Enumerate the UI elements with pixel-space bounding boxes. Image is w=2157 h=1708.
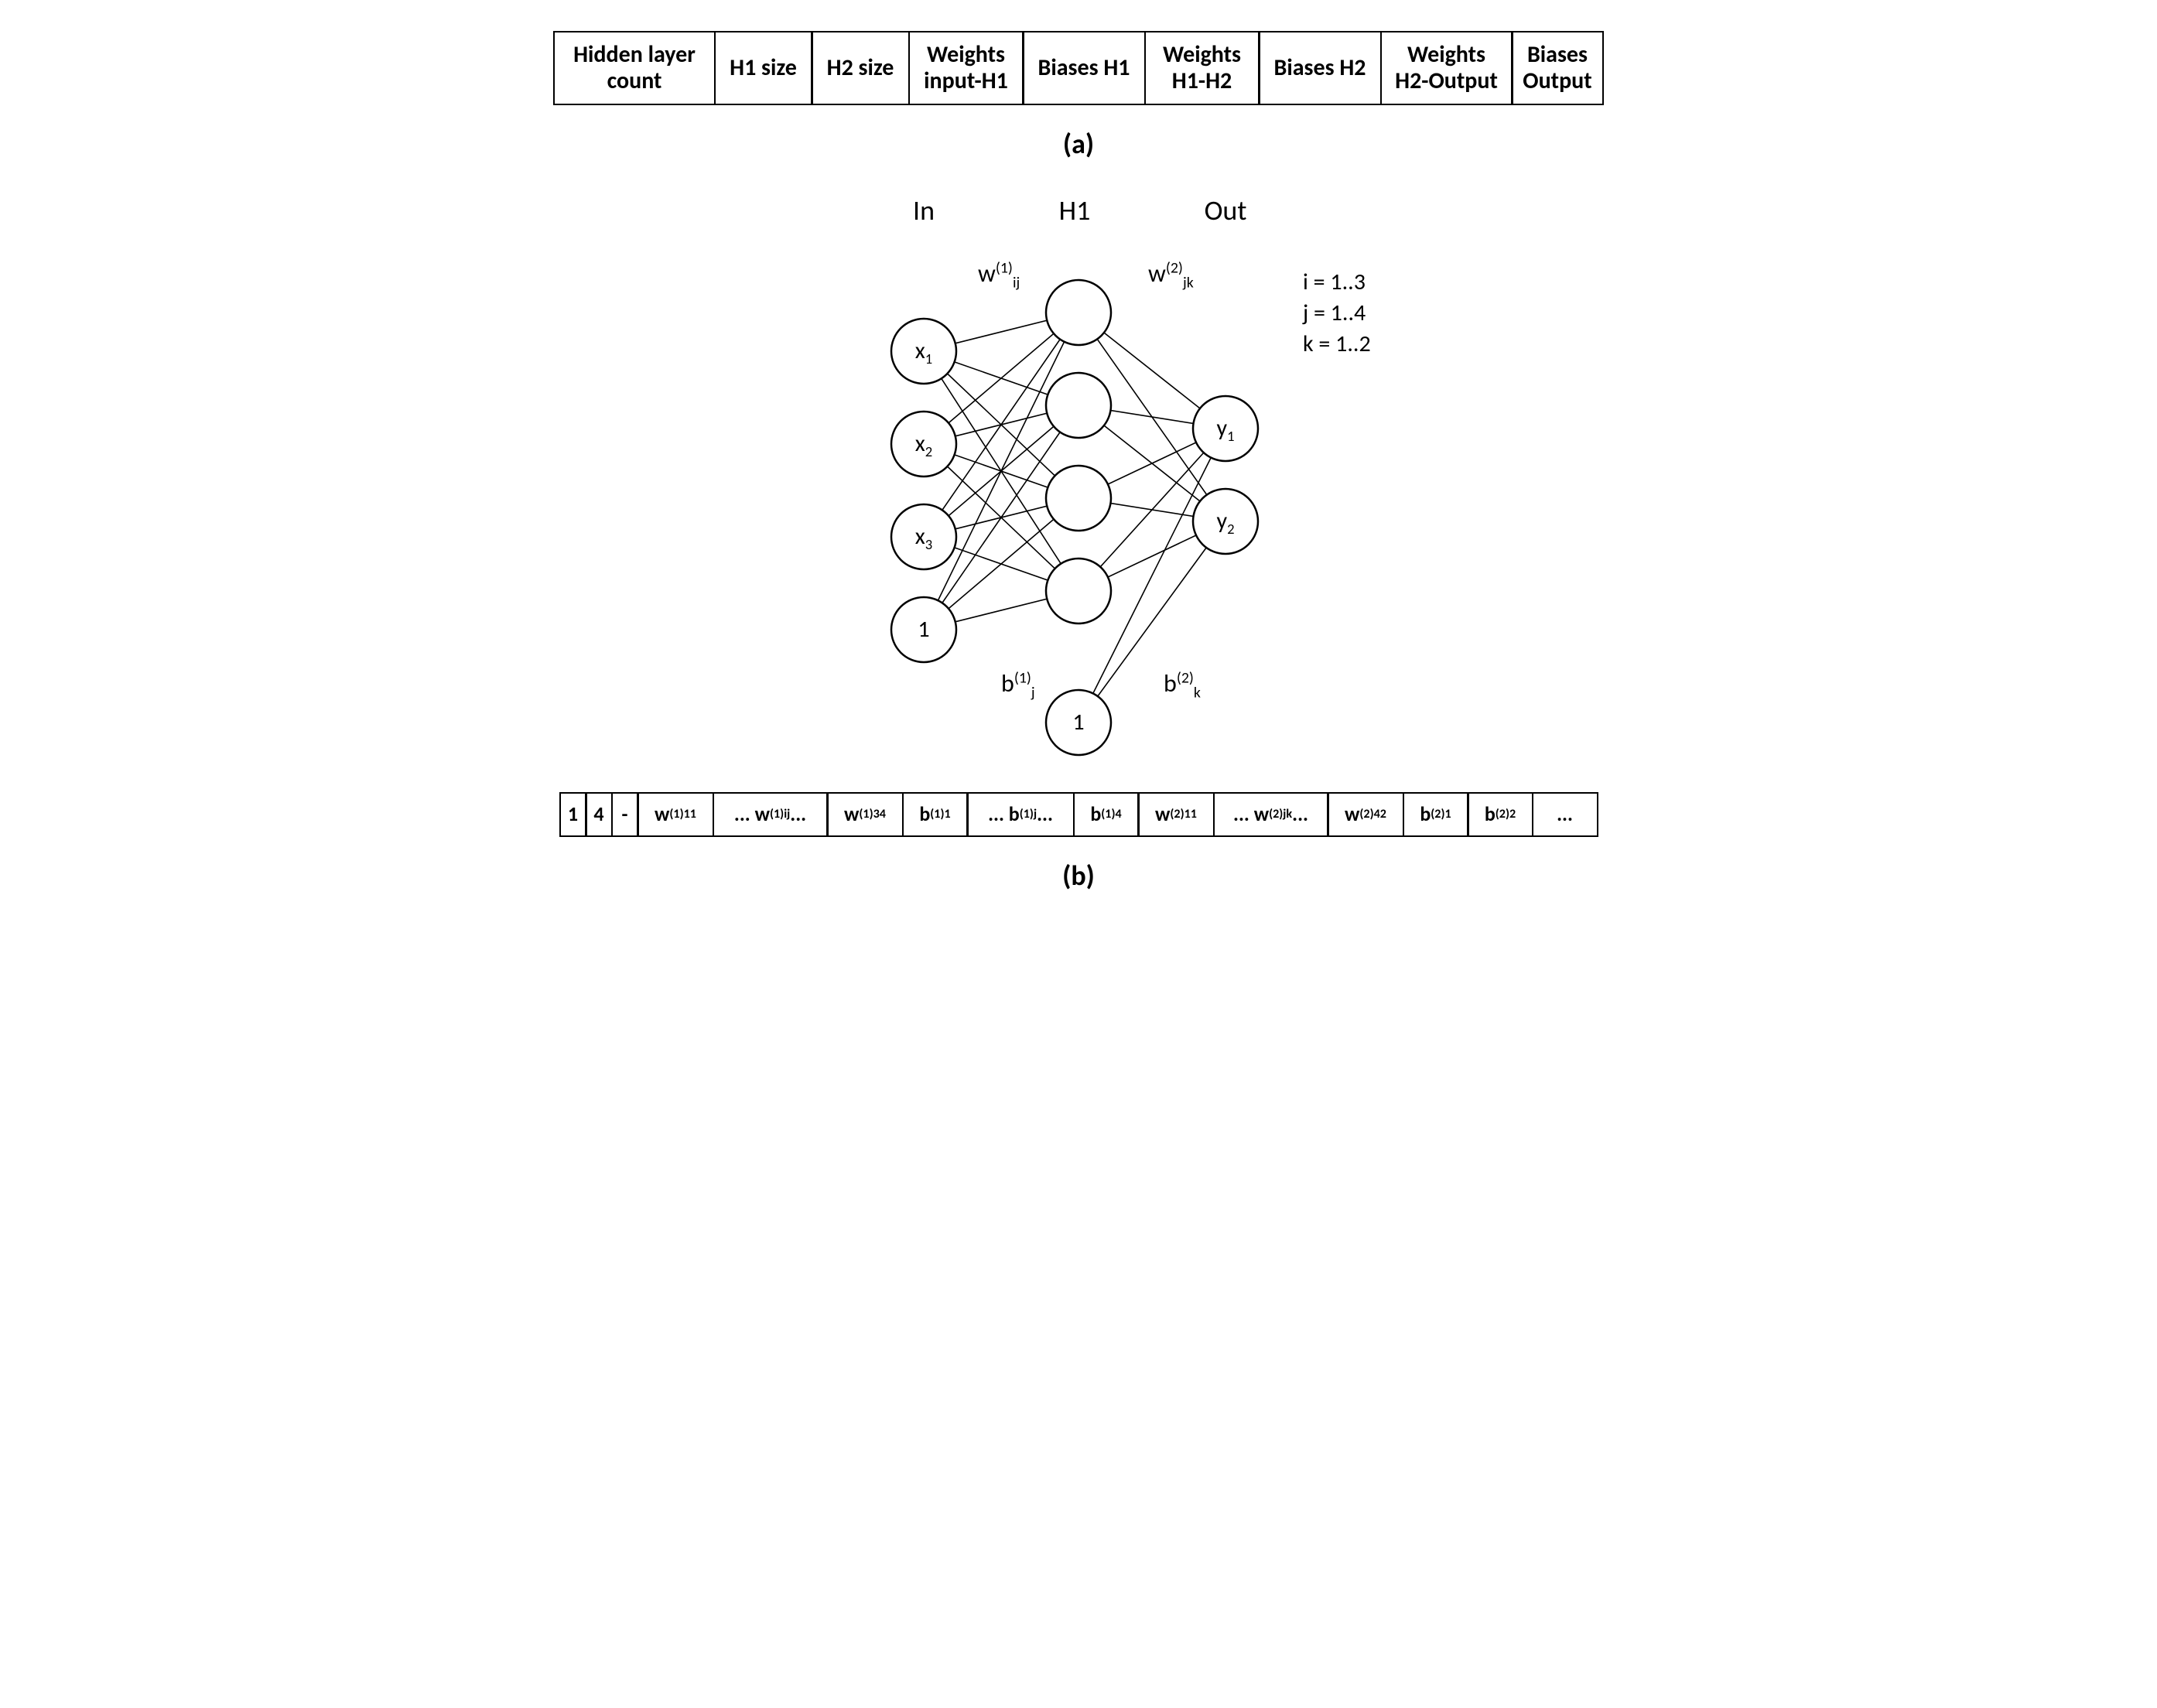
svg-text:k = 1..2: k = 1..2 [1303, 330, 1371, 358]
table-cell: w(1)34 [826, 792, 904, 837]
table-cell: w(2)11 [1137, 792, 1215, 837]
svg-text:j = 1..4: j = 1..4 [1302, 299, 1366, 327]
table-cell: ... w(1)ij ... [713, 792, 829, 837]
table-cell: H2 size [811, 31, 910, 105]
table-cell: w(1)11 [637, 792, 714, 837]
table-cell: H1 size [714, 31, 813, 105]
table-cell: ... b(1)j ... [966, 792, 1075, 837]
svg-text:Out: Out [1205, 193, 1247, 227]
table-cell: Biases H2 [1258, 31, 1382, 105]
table-cell: - [611, 792, 639, 837]
encoding-example-table: 14-w(1)11... w(1)ij ...w(1)34b(1)1... b(… [559, 792, 1598, 837]
table-cell: b(2)2 [1467, 792, 1533, 837]
svg-text:i = 1..3: i = 1..3 [1303, 268, 1366, 296]
caption-b: (b) [23, 859, 2134, 893]
table-cell: b(2)1 [1403, 792, 1469, 837]
table-cell: ... [1532, 792, 1598, 837]
table-cell: 4 [585, 792, 613, 837]
table-cell: b(1)1 [902, 792, 969, 837]
table-cell: Weightsinput-H1 [908, 31, 1024, 105]
encoding-schema-table: Hidden layercountH1 sizeH2 sizeWeightsin… [553, 31, 1604, 105]
table-cell: Biases H1 [1022, 31, 1146, 105]
table-cell: WeightsH1-H2 [1144, 31, 1260, 105]
table-cell: b(1)4 [1073, 792, 1140, 837]
svg-text:H1: H1 [1059, 193, 1091, 227]
table-cell: Hidden layercount [553, 31, 716, 105]
network-diagram: x1x2x311y1y2InH1Outw(1)ijw(2)jkb(1)jb(2)… [23, 189, 2134, 777]
table-cell: 1 [559, 792, 587, 837]
table-cell: WeightsH2-Output [1380, 31, 1513, 105]
table-cell: w(2)42 [1327, 792, 1404, 837]
table-cell: BiasesOutput [1511, 31, 1604, 105]
table-cell: ... w(2)jk ... [1213, 792, 1329, 837]
svg-text:In: In [913, 193, 935, 227]
caption-a: (a) [23, 127, 2134, 161]
